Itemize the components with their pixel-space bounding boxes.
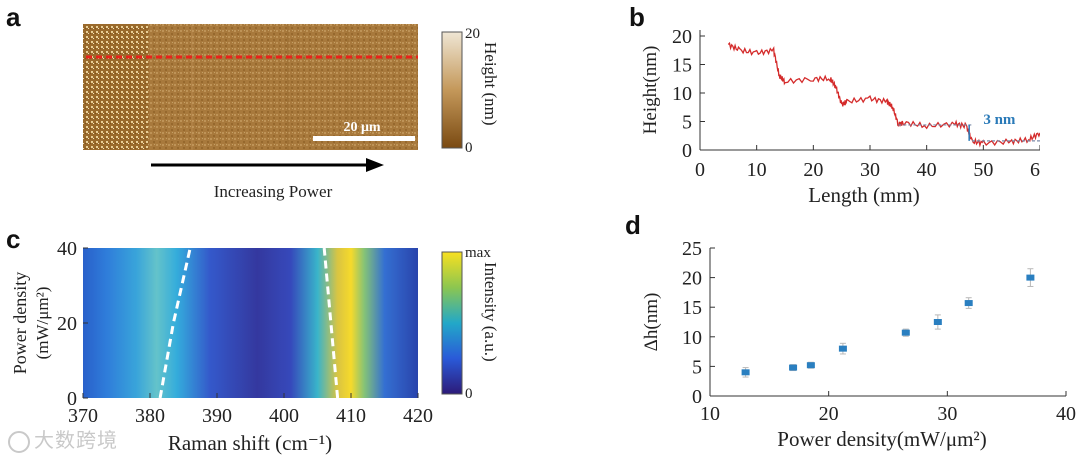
b-x-tick-label: 0 (695, 159, 705, 181)
d-y-tick-label: 25 (682, 238, 702, 260)
b-y-tick-label: 20 (672, 26, 692, 48)
watermark: 大数跨境 (8, 424, 118, 453)
panel-c: 370 380 390 400 410 420 0 20 40 Raman shift (cm… (10, 238, 500, 455)
panel-c-letter: c (6, 224, 21, 254)
panel-a-letter: a (6, 2, 21, 32)
b-y-label: Height(nm) (640, 46, 661, 135)
b-height-profile (727, 41, 1040, 148)
c-x-tick-label: 370 (68, 405, 98, 427)
watermark-text: 大数跨境 (34, 428, 118, 452)
b-y-tick-label: 15 (672, 55, 692, 77)
panel-d: 10 20 30 40 0 5 10 15 20 25 Power density(mW/μm²… (641, 238, 1076, 451)
b-x-tick-label: 10 (747, 159, 767, 181)
b-x-tick-label: 20 (803, 159, 823, 181)
d-y-label: Δh(nm) (641, 293, 662, 352)
colorbar-a-label: Height (nm) (481, 42, 500, 126)
watermark-logo-icon (8, 430, 30, 453)
c-x-tick-label: 410 (336, 405, 366, 427)
d-x-tick-label: 30 (937, 403, 957, 425)
c-y-label-line2: (mW/μm²) (33, 287, 52, 360)
colorbar-c (441, 251, 463, 395)
b-x-tick-label: 30 (860, 159, 880, 181)
d-data-point (1026, 274, 1035, 281)
c-x-tick-label: 390 (202, 405, 232, 427)
raman-heatmap (83, 248, 418, 398)
c-y-label-line1: Power density (10, 272, 30, 375)
d-y-tick-label: 15 (682, 297, 702, 319)
b-y-tick-label: 5 (682, 112, 692, 134)
c-x-tick-label: 420 (403, 405, 433, 427)
c-x-tick-label: 400 (269, 405, 299, 427)
d-y-tick-label: 0 (692, 386, 702, 408)
d-data-point (789, 364, 798, 371)
d-y-tick-label: 20 (682, 268, 702, 290)
d-data-point (901, 329, 910, 336)
d-data-point (838, 345, 847, 352)
afm-image (83, 24, 418, 150)
d-data-point (933, 319, 942, 325)
colorbar-c-min: 0 (465, 386, 473, 402)
colorbar-a-max: 20 (465, 26, 480, 42)
b-x-tick-label: 60 (1030, 159, 1040, 181)
power-arrow-head (366, 158, 384, 172)
b-y-tick-label: 0 (682, 140, 692, 162)
d-data-point (964, 300, 973, 307)
b-x-tick-label: 50 (973, 159, 993, 181)
d-data-point (741, 369, 750, 376)
d-y-tick-label: 10 (682, 327, 702, 349)
d-x-tick-label: 10 (700, 403, 720, 425)
panel-a: 20 μm Increasing Power 20 0 Height (nm) (83, 24, 500, 201)
panel-b-letter: b (629, 2, 645, 32)
c-y-tick-label: 0 (67, 388, 77, 410)
d-data-point (806, 362, 815, 369)
b-step-annotation: 3 nm (983, 112, 1016, 128)
b-x-label: Length (mm) (808, 183, 919, 207)
d-x-label: Power density(mW/μm²) (777, 427, 986, 451)
c-y-tick-label: 20 (57, 313, 77, 335)
colorbar-a-min: 0 (465, 140, 473, 156)
scale-bar-label: 20 μm (343, 120, 380, 135)
b-y-tick-label: 10 (672, 83, 692, 105)
d-x-tick-label: 40 (1056, 403, 1076, 425)
scale-bar (313, 136, 415, 141)
panel-d-letter: d (625, 210, 641, 240)
colorbar-a (441, 31, 463, 149)
b-x-tick-label: 40 (917, 159, 937, 181)
colorbar-c-max: max (465, 245, 491, 261)
d-y-tick-label: 5 (692, 356, 702, 378)
d-x-tick-label: 20 (819, 403, 839, 425)
colorbar-c-label: Intensity (a.u.) (481, 262, 500, 362)
c-x-label: Raman shift (cm⁻¹) (168, 431, 332, 455)
arrow-label: Increasing Power (214, 182, 333, 201)
c-x-tick-label: 380 (135, 405, 165, 427)
c-y-tick-label: 40 (57, 238, 77, 260)
